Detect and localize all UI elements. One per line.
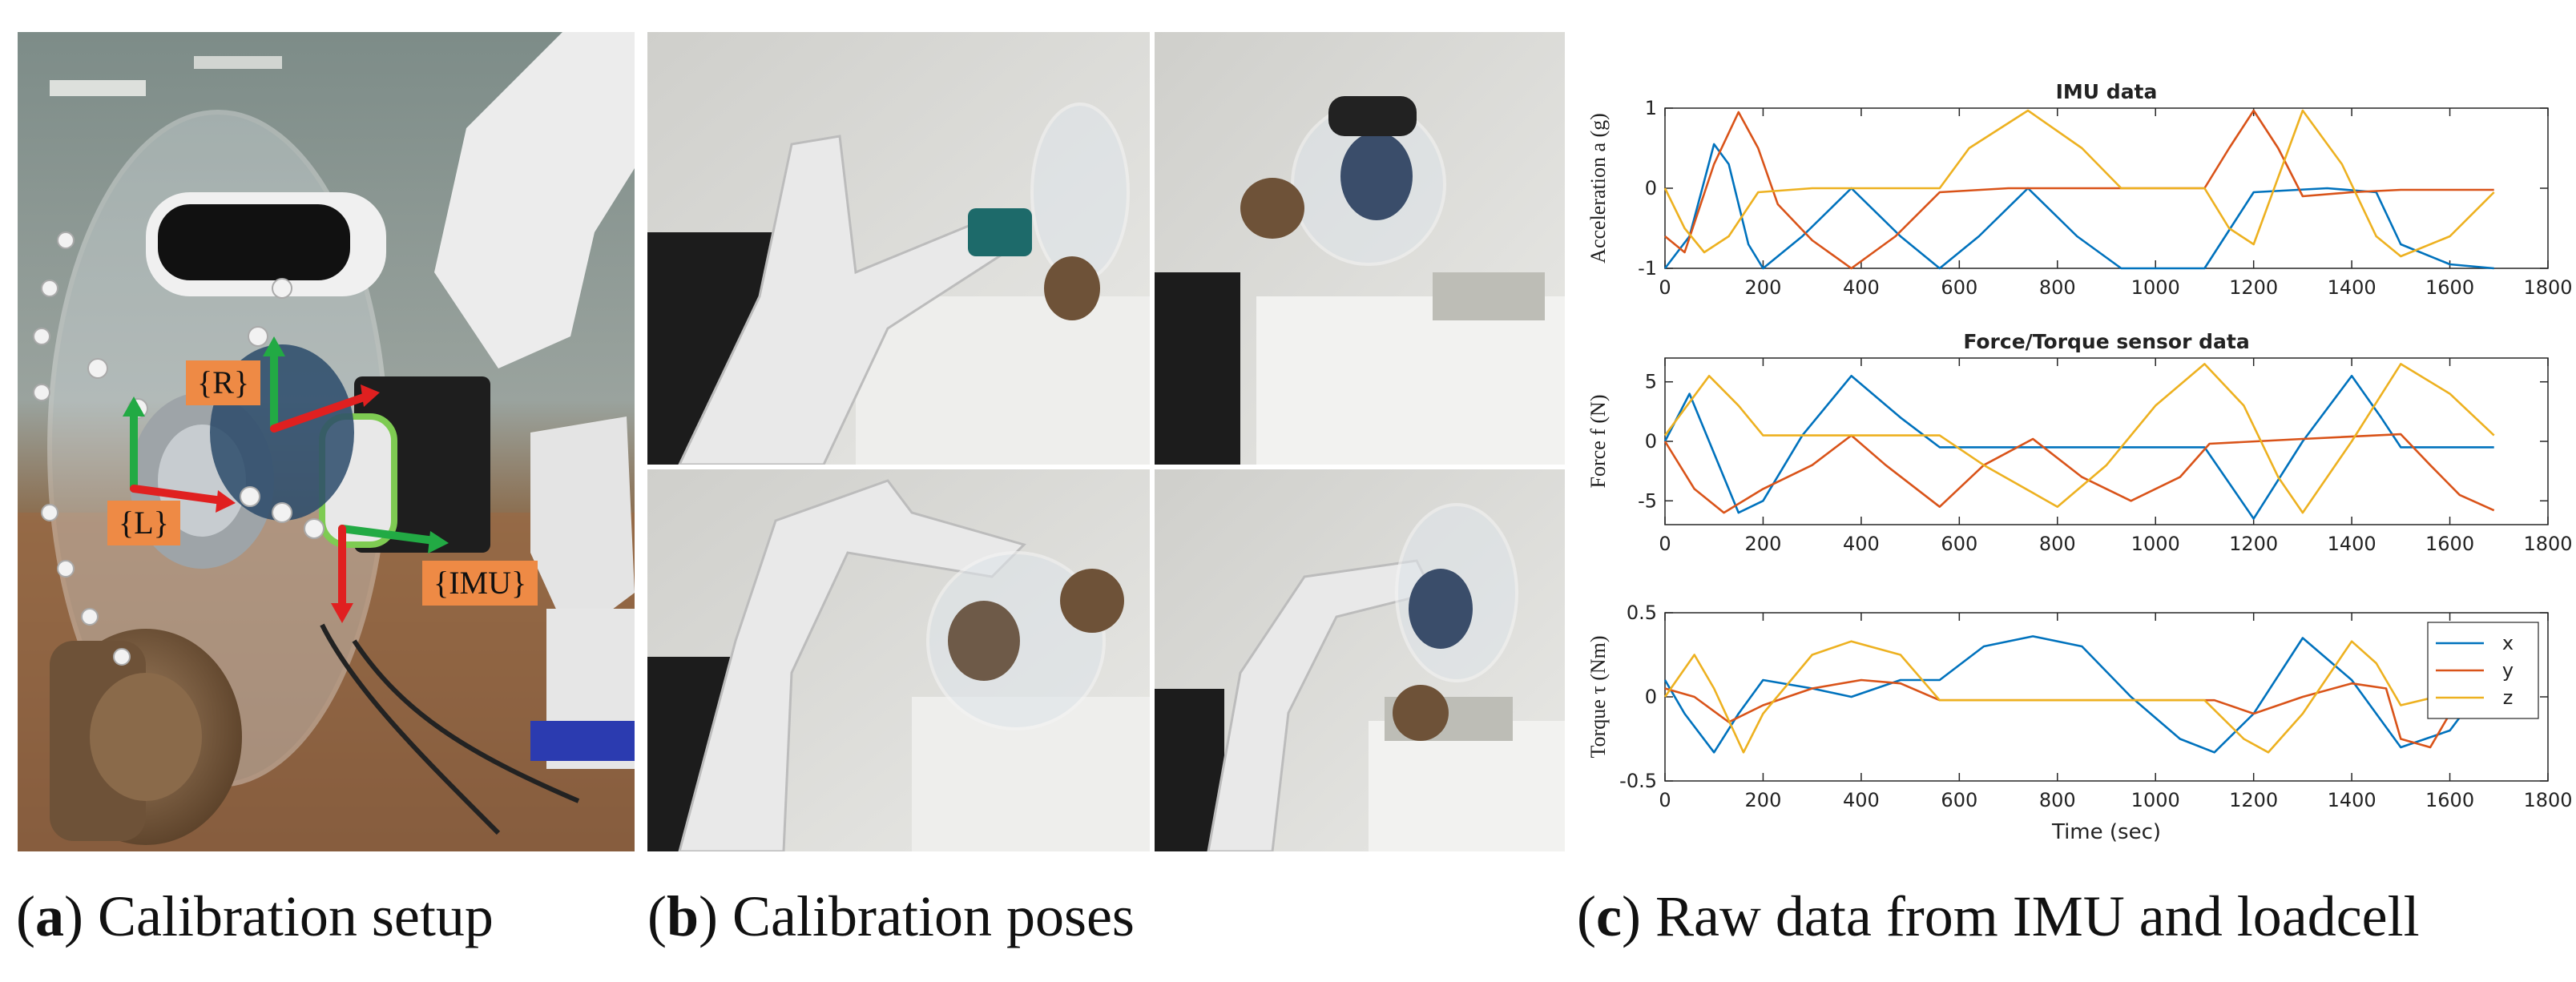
plot-frame xyxy=(1664,357,2549,525)
x-tick-label: 0 xyxy=(1659,789,1671,811)
caption-a-letter: a xyxy=(34,884,64,948)
y-axis-label: Acceleration a (g) xyxy=(1586,113,1610,264)
frame-label-r: {R} xyxy=(186,360,261,405)
x-tick-label: 0 xyxy=(1659,276,1671,299)
caption-a: (a) Calibration setup xyxy=(16,884,494,948)
calibration-setup-photo: {R} {L} {IMU} xyxy=(18,32,635,851)
x-tick-label: 1400 xyxy=(2328,533,2376,555)
x-tick-label: 800 xyxy=(2039,276,2076,299)
x-tick-label: 1800 xyxy=(2523,789,2572,811)
y-tick-label: -0.5 xyxy=(1619,770,1657,792)
x-tick-label: 400 xyxy=(1843,789,1880,811)
chart-panel-2 xyxy=(1663,357,2549,525)
legend-label-x: x xyxy=(2502,632,2514,654)
y-tick-label: -5 xyxy=(1638,489,1657,512)
x-tick-label: 1400 xyxy=(2328,789,2376,811)
x-tick-label: 200 xyxy=(1745,789,1782,811)
x-axis-label: Time (sec) xyxy=(2051,820,2161,844)
y-tick-label: 0 xyxy=(1645,430,1657,453)
y-axis-label: Force f (N) xyxy=(1586,395,1610,489)
plot-frame xyxy=(1664,612,2549,782)
x-tick-label: 200 xyxy=(1745,276,1782,299)
x-tick-label: 1800 xyxy=(2523,276,2572,299)
x-tick-label: 600 xyxy=(1941,789,1977,811)
pose-photo-4 xyxy=(1152,469,1565,851)
frame-label-l: {L} xyxy=(107,501,180,545)
series-line-y xyxy=(1663,433,2495,514)
x-tick-label: 800 xyxy=(2039,533,2076,555)
calibration-poses-illustration xyxy=(647,32,1565,851)
series-line-x xyxy=(1663,375,2494,520)
series-line-z xyxy=(1663,109,2495,258)
caption-b-letter: b xyxy=(666,884,699,948)
series-line-y xyxy=(1664,109,2494,270)
x-tick-label: 400 xyxy=(1843,533,1880,555)
series-line-z xyxy=(1663,640,2494,754)
caption-c-text: Raw data from IMU and loadcell xyxy=(1640,884,2420,948)
chart-panel-3 xyxy=(1663,612,2549,782)
caption-c: (c) Raw data from IMU and loadcell xyxy=(1577,884,2420,948)
series-line-z xyxy=(1663,363,2495,514)
x-tick-label: 1400 xyxy=(2328,276,2376,299)
x-tick-label: 600 xyxy=(1941,533,1977,555)
y-tick-label: 0 xyxy=(1645,177,1657,199)
x-tick-label: 600 xyxy=(1941,276,1977,299)
legend-label-y: y xyxy=(2502,659,2514,682)
x-tick-label: 1600 xyxy=(2425,789,2474,811)
pose-photo-1 xyxy=(647,32,1152,466)
legend-label-z: z xyxy=(2503,686,2514,709)
chart-title: Force/Torque sensor data xyxy=(1963,330,2249,353)
calibration-poses-photos xyxy=(647,32,1565,851)
x-tick-label: 1600 xyxy=(2425,276,2474,299)
caption-b: (b) Calibration poses xyxy=(647,884,1135,948)
x-tick-label: 800 xyxy=(2039,789,2076,811)
frame-label-imu: {IMU} xyxy=(422,561,538,606)
x-tick-label: 1200 xyxy=(2229,533,2278,555)
x-tick-label: 0 xyxy=(1659,533,1671,555)
x-tick-label: 400 xyxy=(1843,276,1880,299)
x-tick-label: 1800 xyxy=(2523,533,2572,555)
caption-b-text: Calibration poses xyxy=(718,884,1135,948)
caption-c-letter: c xyxy=(1595,884,1622,948)
chart-title: IMU data xyxy=(2056,80,2158,103)
pose-photo-3 xyxy=(647,469,1152,851)
x-tick-label: 1000 xyxy=(2131,533,2180,555)
y-tick-label: 1 xyxy=(1645,97,1657,119)
caption-a-text: Calibration setup xyxy=(83,884,494,948)
x-tick-label: 1200 xyxy=(2229,276,2278,299)
x-tick-label: 1600 xyxy=(2425,533,2474,555)
x-tick-label: 1200 xyxy=(2229,789,2278,811)
y-axis-label: Torque τ (Nm) xyxy=(1586,635,1610,758)
y-tick-label: 5 xyxy=(1645,371,1657,393)
chart-panel-1 xyxy=(1663,107,2549,270)
y-tick-label: 0 xyxy=(1645,686,1657,708)
x-tick-label: 1000 xyxy=(2131,789,2180,811)
x-tick-label: 200 xyxy=(1745,533,1782,555)
y-tick-label: -1 xyxy=(1638,257,1657,280)
x-tick-label: 1000 xyxy=(2131,276,2180,299)
raw-data-charts: IMU data 0 200 400 600 800 1000 1200 1400 1600 180… xyxy=(1570,68,2576,861)
calibration-setup-illustration xyxy=(18,32,635,851)
y-tick-label: 0.5 xyxy=(1627,602,1657,624)
pose-photo-2 xyxy=(1152,32,1565,465)
